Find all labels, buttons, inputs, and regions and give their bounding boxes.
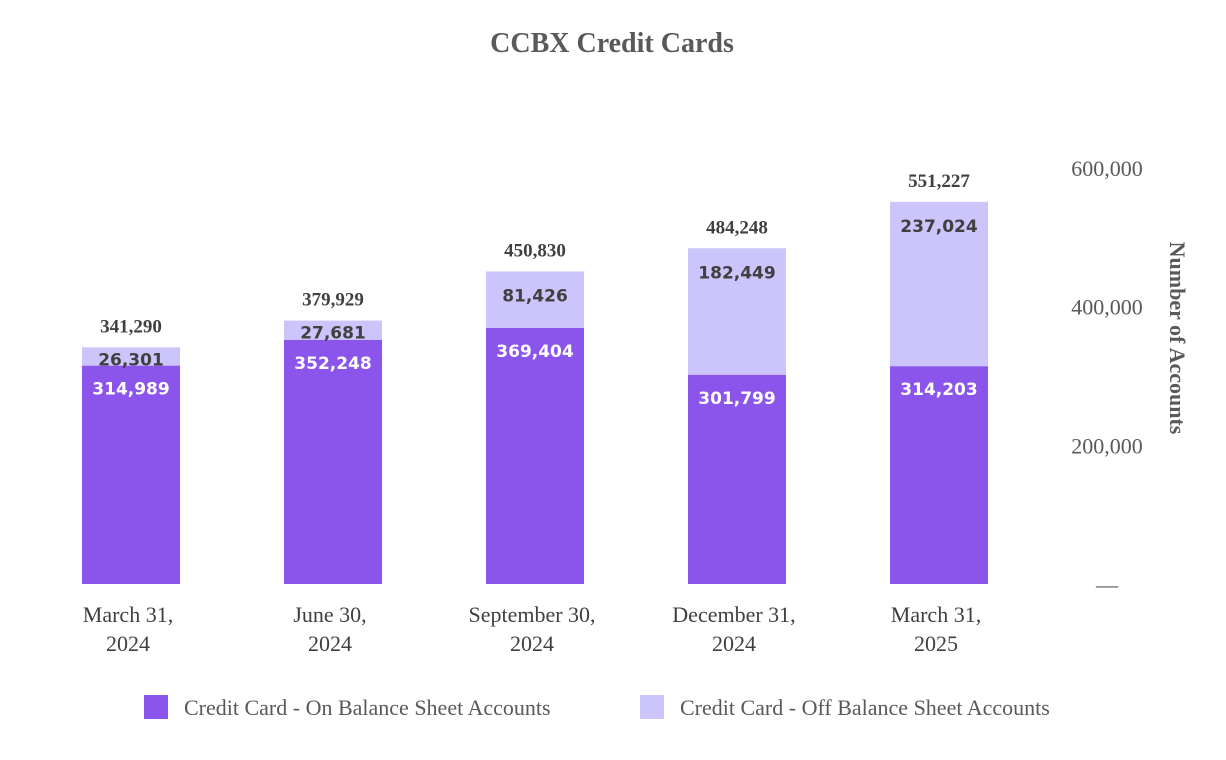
bar-off-balance xyxy=(284,320,382,340)
x-tick-label: 2025 xyxy=(914,631,958,656)
data-label-off-balance: 81,426 xyxy=(502,286,568,306)
x-tick-label: December 31, xyxy=(672,602,795,627)
x-tick-label: March 31, xyxy=(891,602,981,627)
legend-swatch-on-balance xyxy=(144,695,168,719)
y-axis: — 200,000 400,000 600,000 xyxy=(1071,156,1143,597)
bar-on-balance xyxy=(284,339,382,584)
total-label: 450,830 xyxy=(504,240,566,261)
bars-group: 26,301 314,989 27,681 352,248 81,426 369,404 1… xyxy=(82,201,988,584)
bar-on-balance xyxy=(688,374,786,584)
data-label-on-balance: 301,799 xyxy=(698,389,775,409)
chart-title: CCBX Credit Cards xyxy=(490,28,734,59)
bar-off-balance xyxy=(82,347,180,366)
data-label-off-balance: 182,449 xyxy=(698,263,775,283)
x-tick-label: March 31, xyxy=(83,602,173,627)
x-tick-label: September 30, xyxy=(468,602,595,627)
y-tick-label: 400,000 xyxy=(1071,295,1143,320)
legend-label-off-balance: Credit Card - Off Balance Sheet Accounts xyxy=(680,695,1050,720)
x-tick-label: 2024 xyxy=(106,631,150,656)
data-label-on-balance: 314,203 xyxy=(900,380,977,400)
bar-on-balance xyxy=(890,366,988,584)
y-tick-label: — xyxy=(1095,572,1119,597)
x-tick-label: 2024 xyxy=(712,631,756,656)
data-label-off-balance: 27,681 xyxy=(300,324,366,344)
total-label: 341,290 xyxy=(100,316,162,337)
bar-on-balance xyxy=(82,365,180,584)
bar-off-balance xyxy=(486,271,584,328)
data-label-off-balance: 26,301 xyxy=(98,350,164,370)
data-label-on-balance: 369,404 xyxy=(496,342,574,362)
bar-off-balance xyxy=(890,201,988,367)
total-label: 551,227 xyxy=(908,171,970,192)
x-tick-label: June 30, xyxy=(293,602,366,627)
legend-swatch-off-balance xyxy=(640,695,664,719)
data-label-on-balance: 352,248 xyxy=(294,354,371,374)
total-label: 484,248 xyxy=(706,217,768,238)
bar-off-balance xyxy=(688,248,786,375)
total-label: 379,929 xyxy=(302,290,364,311)
data-label-off-balance: 237,024 xyxy=(900,217,978,237)
totals-group: 341,290 379,929 450,830 484,248 551,227 xyxy=(100,171,970,338)
data-label-on-balance: 314,989 xyxy=(92,380,169,400)
x-tick-label: 2024 xyxy=(308,631,352,656)
x-tick-label: 2024 xyxy=(510,631,554,656)
x-axis: March 31, 2024 June 30, 2024 September 30, 20… xyxy=(83,602,981,656)
bar-on-balance xyxy=(486,327,584,584)
y-axis-title: Number of Accounts xyxy=(1165,242,1190,435)
y-tick-label: 200,000 xyxy=(1071,433,1143,458)
y-tick-label: 600,000 xyxy=(1071,156,1143,181)
legend: Credit Card - On Balance Sheet Accounts … xyxy=(144,695,1050,720)
legend-label-on-balance: Credit Card - On Balance Sheet Accounts xyxy=(184,695,551,720)
